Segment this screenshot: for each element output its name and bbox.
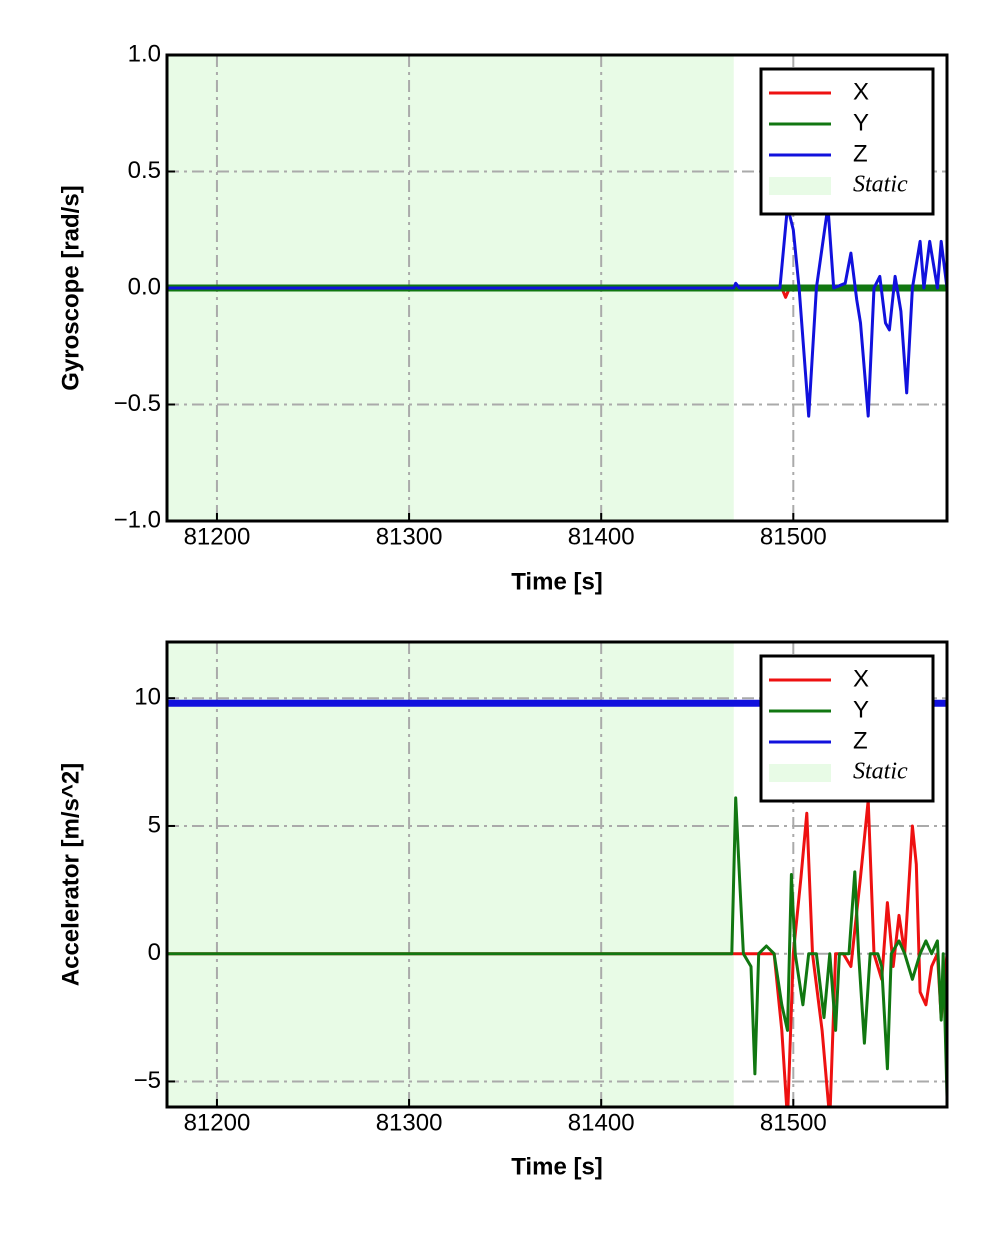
legend-label: Z bbox=[853, 727, 868, 754]
x-tick-label: 81300 bbox=[376, 1109, 443, 1136]
axes-frame bbox=[165, 640, 949, 1109]
x-tick-label: 81300 bbox=[376, 523, 443, 550]
series-line bbox=[167, 796, 947, 1097]
y-tick-label: 1.0 bbox=[128, 40, 161, 67]
x-axis-label: Time [s] bbox=[511, 568, 603, 595]
y-tick-label: −1.0 bbox=[114, 506, 161, 533]
x-tick-label: 81400 bbox=[568, 523, 635, 550]
y-axis-label: Gyroscope [rad/s] bbox=[57, 185, 84, 390]
static-region bbox=[167, 642, 734, 1107]
legend-label: X bbox=[853, 78, 869, 105]
y-tick-label: 0.0 bbox=[128, 273, 161, 300]
legend-label: Static bbox=[853, 172, 908, 198]
y-tick-label: 0.5 bbox=[128, 157, 161, 184]
y-tick-label: 0 bbox=[148, 939, 161, 966]
legend-swatch bbox=[769, 177, 831, 195]
axes-frame bbox=[165, 53, 949, 523]
y-tick-label: −0.5 bbox=[114, 390, 161, 417]
y-tick-label: −5 bbox=[134, 1067, 161, 1094]
legend-label: X bbox=[853, 665, 869, 692]
x-tick-label: 81200 bbox=[184, 523, 251, 550]
legend: XYZ Static bbox=[759, 654, 935, 803]
x-tick-label: 81500 bbox=[760, 1109, 827, 1136]
x-axis-label: Time [s] bbox=[511, 1153, 603, 1180]
subplot: 81200 81300 81400 81500 −5 0 5 10 Time [s] Accele… bbox=[57, 640, 949, 1180]
y-tick-label: 10 bbox=[134, 684, 161, 711]
x-tick-label: 81500 bbox=[760, 523, 827, 550]
y-axis-label: Accelerator [m/s^2] bbox=[57, 763, 84, 986]
x-tick-label: 81200 bbox=[184, 1109, 251, 1136]
legend-label: Static bbox=[853, 759, 908, 785]
x-tick-label: 81400 bbox=[568, 1109, 635, 1136]
legend-swatch bbox=[769, 764, 831, 782]
legend-label: Y bbox=[853, 696, 869, 723]
legend-label: Z bbox=[853, 140, 868, 167]
legend: XYZ Static bbox=[759, 67, 935, 216]
legend-label: Y bbox=[853, 109, 869, 136]
y-tick-label: 5 bbox=[148, 811, 161, 838]
subplot: 81200 81300 81400 81500 −1.0 −0.5 0.0 0.5 1.0 Tim… bbox=[57, 40, 949, 595]
